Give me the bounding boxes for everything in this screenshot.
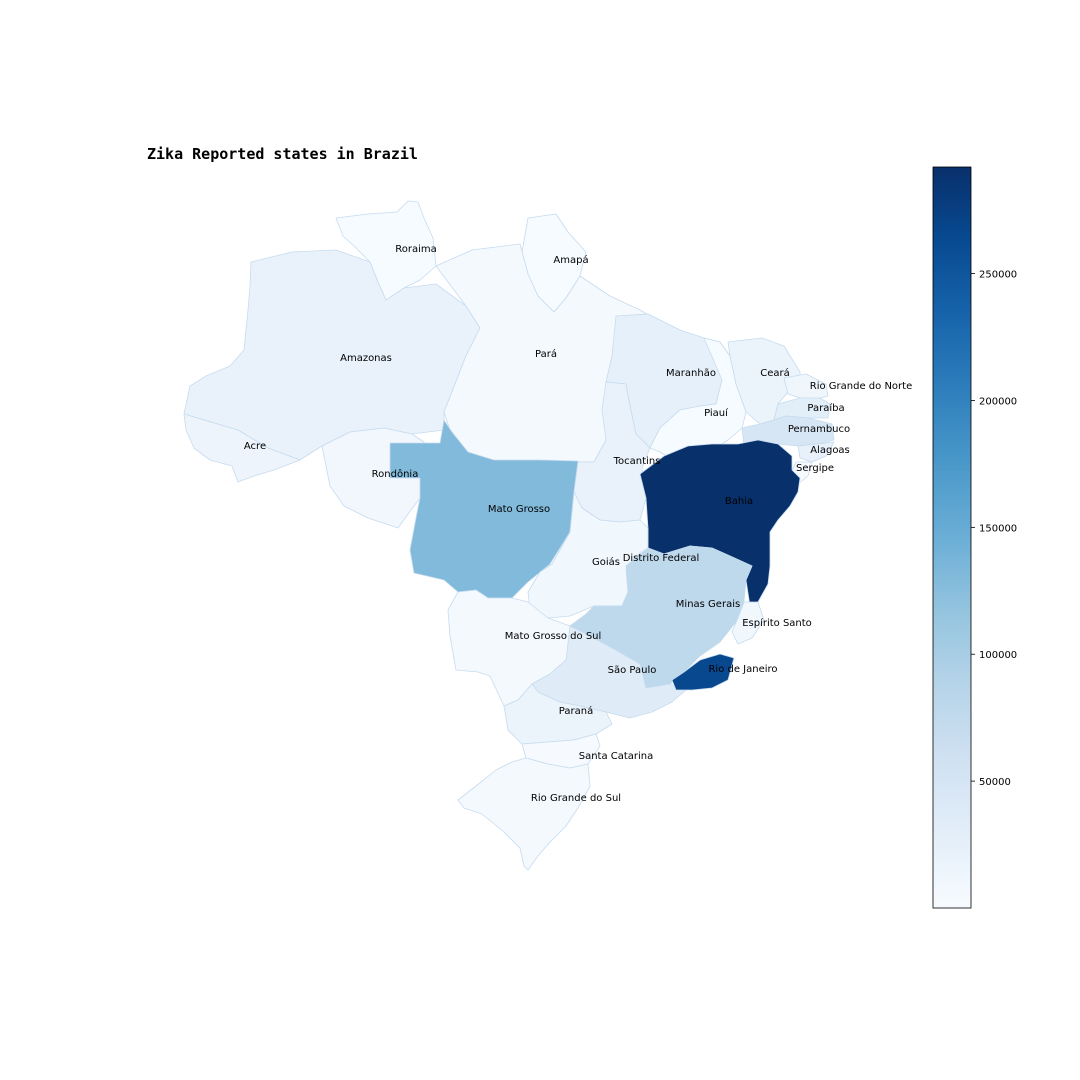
state-label-ceara: Ceará [760, 367, 790, 379]
state-label-alagoas: Alagoas [810, 445, 850, 456]
state-label-rondonia: Rondônia [372, 468, 419, 480]
colorbar-tick-label: 250000 [979, 270, 1017, 281]
state-region-roraima [335, 200, 437, 305]
state-region-acre [183, 413, 301, 483]
state-label-distrito-federal: Distrito Federal [623, 553, 700, 564]
state-label-amazonas: Amazonas [340, 353, 392, 364]
state-label-rio-grande-do-sul: Rio Grande do Sul [531, 793, 621, 804]
state-label-minas-gerais: Minas Gerais [676, 599, 740, 610]
state-region-espirito-santo [731, 601, 765, 645]
colorbar-tick-label: 200000 [979, 396, 1017, 407]
state-label-rio-de-janeiro: Rio de Janeiro [708, 664, 777, 675]
state-region-mato-grosso [389, 419, 579, 599]
state-label-piaui: Piauí [704, 407, 729, 419]
state-label-paraiba: Paraíba [807, 402, 844, 414]
colorbar: 50000 100000 150000 200000 250000 [932, 166, 1017, 909]
state-label-goias: Goiás [592, 556, 620, 568]
colorbar-gradient [932, 166, 972, 909]
state-region-rio-grande-do-sul [457, 757, 591, 871]
state-region-minas-gerais [569, 545, 753, 689]
state-label-mato-grosso: Mato Grosso [488, 504, 550, 515]
state-region-alagoas [797, 441, 835, 463]
state-label-espirito-santo: Espírito Santo [742, 617, 812, 629]
state-region-sao-paulo [531, 625, 687, 719]
state-region-rio-de-janeiro [671, 653, 735, 691]
state-label-sao-paulo: São Paulo [608, 665, 657, 676]
colorbar-tick-label: 50000 [979, 777, 1011, 788]
state-label-acre: Acre [244, 441, 266, 452]
colorbar-tick-label: 150000 [979, 523, 1017, 534]
state-label-roraima: Roraima [395, 244, 437, 255]
state-label-santa-catarina: Santa Catarina [579, 751, 654, 762]
state-label-bahia: Bahia [725, 496, 753, 507]
state-label-mato-grosso-do-sul: Mato Grosso do Sul [505, 631, 602, 642]
state-label-rio-grande-do-norte: Rio Grande do Norte [810, 381, 912, 392]
state-label-pernambuco: Pernambuco [788, 424, 850, 435]
state-label-sergipe: Sergipe [796, 463, 834, 474]
state-label-amapa: Amapá [553, 254, 588, 266]
state-label-maranhao: Maranhão [666, 368, 716, 379]
state-label-para: Pará [535, 348, 557, 360]
state-label-parana: Paraná [559, 705, 593, 717]
map-title: Zika Reported states in Brazil [147, 145, 418, 163]
colorbar-tick-label: 100000 [979, 650, 1017, 661]
state-label-tocantins: Tocantins [613, 456, 661, 467]
